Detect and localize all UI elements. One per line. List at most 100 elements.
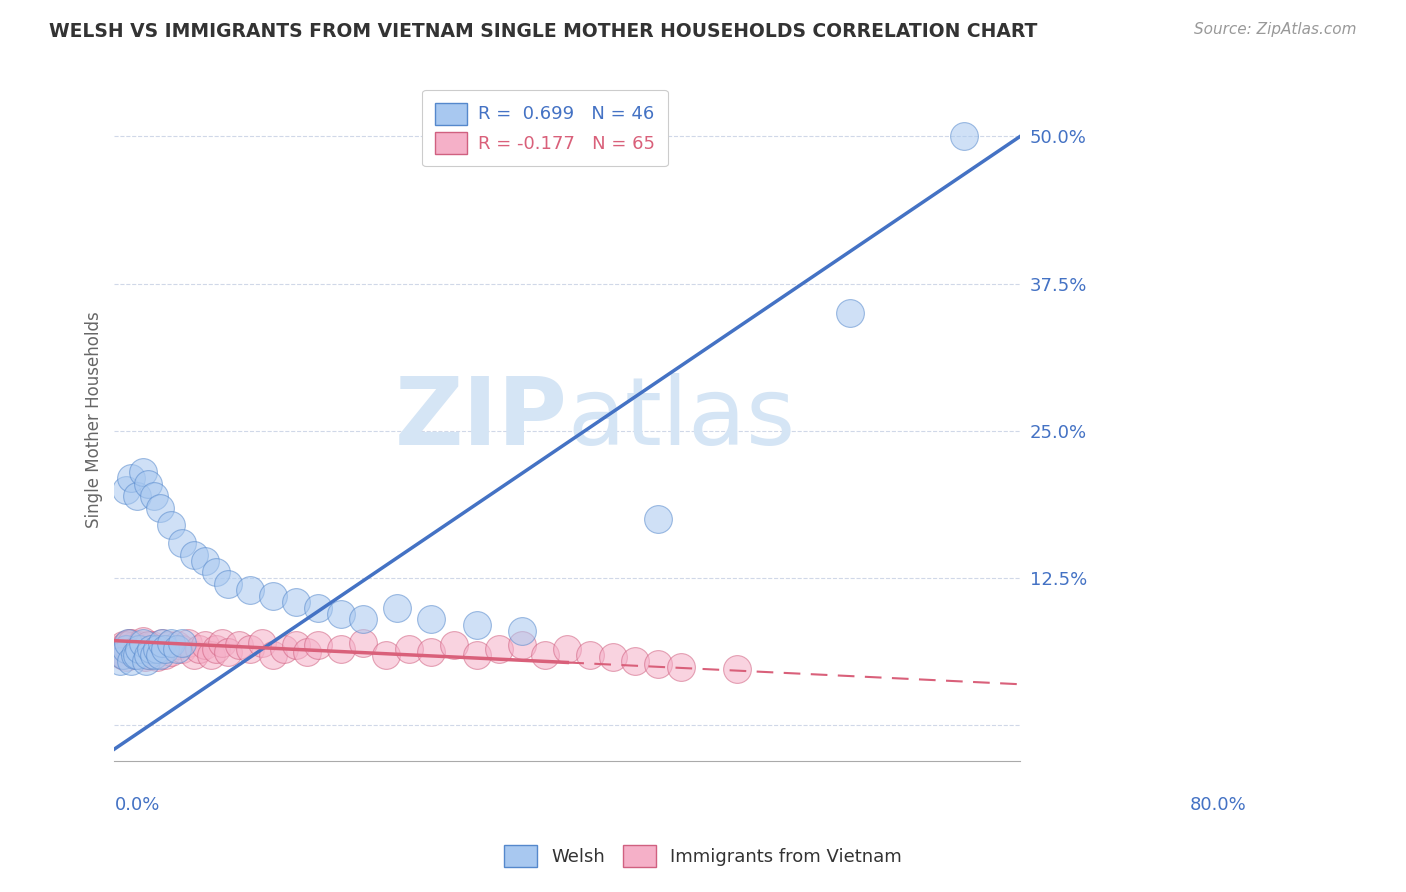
Point: [200, 648, 222, 662]
Point: [143, 645, 166, 659]
Point: [134, 650, 156, 665]
Point: [295, 645, 318, 659]
Point: [329, 607, 352, 621]
Text: Source: ZipAtlas.com: Source: ZipAtlas.com: [1194, 22, 1357, 37]
Point: [150, 636, 173, 650]
Point: [114, 641, 136, 656]
Point: [262, 589, 284, 603]
Text: 0.0%: 0.0%: [114, 797, 160, 814]
Point: [120, 645, 142, 659]
Point: [114, 483, 136, 497]
Point: [353, 636, 375, 650]
Point: [135, 641, 157, 656]
Point: [138, 648, 160, 662]
Point: [465, 618, 488, 632]
Point: [725, 662, 748, 676]
Point: [124, 648, 146, 662]
Point: [488, 641, 510, 656]
Point: [114, 639, 136, 653]
Point: [510, 624, 533, 639]
Text: atlas: atlas: [567, 373, 796, 465]
Point: [112, 639, 135, 653]
Point: [284, 639, 307, 653]
Point: [125, 648, 148, 662]
Point: [420, 645, 443, 659]
Point: [125, 489, 148, 503]
Point: [273, 641, 295, 656]
Point: [138, 639, 160, 653]
Y-axis label: Single Mother Households: Single Mother Households: [86, 310, 103, 527]
Point: [129, 639, 152, 653]
Point: [624, 654, 647, 668]
Point: [329, 641, 352, 656]
Point: [353, 612, 375, 626]
Point: [155, 648, 177, 662]
Point: [155, 641, 177, 656]
Point: [132, 633, 155, 648]
Point: [284, 595, 307, 609]
Point: [398, 641, 420, 656]
Legend: Welsh, Immigrants from Vietnam: Welsh, Immigrants from Vietnam: [498, 838, 908, 874]
Point: [217, 645, 239, 659]
Point: [160, 636, 183, 650]
Point: [112, 648, 135, 662]
Point: [166, 639, 188, 653]
Point: [143, 489, 166, 503]
Point: [188, 641, 211, 656]
Point: [420, 612, 443, 626]
Point: [172, 536, 194, 550]
Point: [120, 471, 142, 485]
Point: [443, 639, 465, 653]
Point: [138, 648, 160, 662]
Point: [114, 650, 136, 665]
Point: [117, 636, 139, 650]
Point: [262, 648, 284, 662]
Point: [132, 465, 155, 479]
Point: [117, 641, 139, 656]
Point: [239, 641, 262, 656]
Point: [375, 648, 398, 662]
Point: [125, 641, 148, 656]
Point: [579, 648, 602, 662]
Text: 80.0%: 80.0%: [1189, 797, 1247, 814]
Point: [183, 548, 205, 562]
Point: [166, 641, 188, 656]
Point: [387, 600, 409, 615]
Point: [194, 639, 217, 653]
Point: [107, 645, 129, 659]
Point: [183, 648, 205, 662]
Legend: R =  0.699   N = 46, R = -0.177   N = 65: R = 0.699 N = 46, R = -0.177 N = 65: [422, 90, 668, 167]
Point: [149, 500, 172, 515]
Point: [533, 648, 555, 662]
Point: [122, 639, 145, 653]
Point: [177, 636, 200, 650]
Point: [128, 648, 150, 662]
Point: [141, 639, 163, 653]
Point: [217, 577, 239, 591]
Point: [108, 654, 131, 668]
Point: [139, 641, 162, 656]
Point: [118, 636, 141, 650]
Point: [157, 639, 180, 653]
Point: [211, 636, 233, 650]
Point: [647, 512, 669, 526]
Point: [510, 639, 533, 653]
Point: [120, 636, 142, 650]
Point: [952, 129, 974, 144]
Point: [128, 641, 150, 656]
Text: ZIP: ZIP: [395, 373, 567, 465]
Point: [839, 306, 862, 320]
Point: [160, 518, 183, 533]
Point: [124, 648, 146, 662]
Point: [111, 648, 134, 662]
Point: [205, 566, 228, 580]
Point: [149, 641, 172, 656]
Point: [602, 650, 624, 665]
Text: WELSH VS IMMIGRANTS FROM VIETNAM SINGLE MOTHER HOUSEHOLDS CORRELATION CHART: WELSH VS IMMIGRANTS FROM VIETNAM SINGLE …: [49, 22, 1038, 41]
Point: [146, 650, 169, 665]
Point: [132, 645, 155, 659]
Point: [307, 639, 329, 653]
Point: [149, 648, 172, 662]
Point: [205, 641, 228, 656]
Point: [146, 641, 169, 656]
